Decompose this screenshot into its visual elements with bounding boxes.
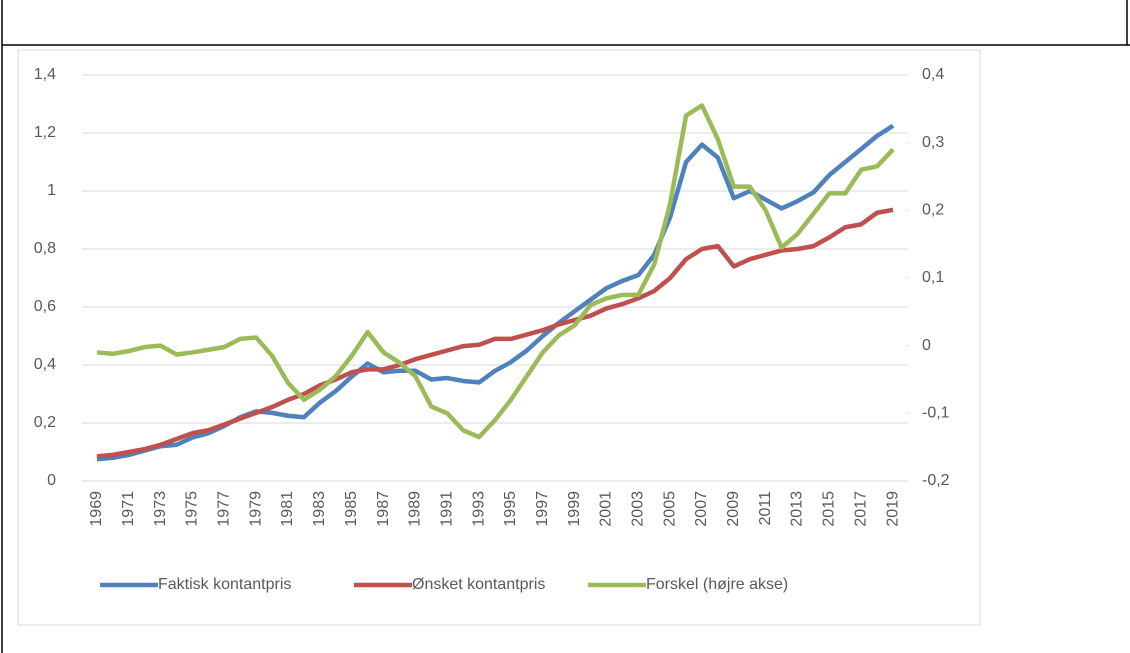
x-tick-label: 1975	[184, 491, 201, 527]
x-tick-label: 2001	[598, 491, 615, 527]
y2-tick-label: -0,1	[922, 405, 950, 422]
x-tick-label: 1969	[88, 491, 105, 527]
series-line	[96, 103, 895, 440]
x-tick-label: 1995	[502, 491, 519, 527]
x-tick-label: 2013	[789, 491, 806, 527]
x-tick-label: 1985	[343, 491, 360, 527]
y2-tick-label: 0,1	[922, 269, 944, 286]
y-tick-label: 1	[47, 182, 56, 199]
x-tick-label: 1991	[438, 491, 455, 527]
y-tick-label: 0,2	[34, 414, 56, 431]
x-tick-label: 2007	[693, 491, 710, 527]
x-tick-label: 1973	[152, 491, 169, 527]
legend-label: Faktisk kontantpris	[158, 576, 291, 593]
x-tick-label: 1983	[311, 491, 328, 527]
x-tick-label: 1997	[534, 491, 551, 527]
x-tick-label: 1989	[407, 491, 424, 527]
x-tick-label: 1981	[279, 491, 296, 527]
y-tick-label: 0,4	[34, 356, 56, 373]
y2-tick-label: 0	[922, 337, 931, 354]
x-tick-label: 2009	[725, 491, 742, 527]
y-tick-label: 0,6	[34, 298, 56, 315]
legend-label: Ønsket kontantpris	[412, 576, 545, 593]
y2-tick-label: 0,2	[922, 202, 944, 219]
legend-label: Forskel (højre akse)	[646, 576, 788, 593]
series-line	[96, 207, 894, 459]
x-tick-label: 2005	[661, 491, 678, 527]
x-tick-label: 2017	[852, 491, 869, 527]
x-tick-label: 1999	[566, 491, 583, 527]
y-tick-label: 0	[47, 472, 56, 489]
x-tick-label: 1993	[470, 491, 487, 527]
y-tick-label: 0,8	[34, 240, 56, 257]
y-tick-label: 1,2	[34, 124, 56, 141]
x-tick-label: 2019	[884, 491, 901, 527]
x-tick-label: 2011	[757, 491, 774, 526]
y2-tick-label: 0,3	[922, 134, 944, 151]
x-tick-label: 1971	[120, 491, 137, 527]
y-tick-label: 1,4	[34, 66, 56, 83]
x-tick-label: 1987	[375, 491, 392, 527]
x-tick-label: 1977	[216, 491, 233, 527]
x-tick-label: 2015	[821, 491, 838, 527]
x-tick-label: 2003	[630, 491, 647, 527]
x-tick-label: 1979	[247, 491, 264, 527]
y2-tick-label: -0,2	[922, 472, 950, 489]
y2-tick-label: 0,4	[922, 66, 944, 83]
